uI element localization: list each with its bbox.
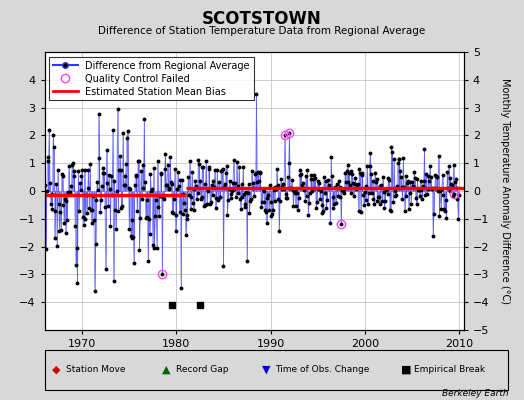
Text: Time of Obs. Change: Time of Obs. Change <box>275 366 369 374</box>
Text: Empirical Break: Empirical Break <box>414 366 485 374</box>
Text: Record Gap: Record Gap <box>176 366 228 374</box>
Text: Berkeley Earth: Berkeley Earth <box>442 389 508 398</box>
Text: Station Move: Station Move <box>66 366 125 374</box>
Text: Difference of Station Temperature Data from Regional Average: Difference of Station Temperature Data f… <box>99 26 425 36</box>
Text: ▲: ▲ <box>162 365 171 375</box>
Text: ▼: ▼ <box>262 365 270 375</box>
Text: SCOTSTOWN: SCOTSTOWN <box>202 10 322 28</box>
Legend: Difference from Regional Average, Quality Control Failed, Estimated Station Mean: Difference from Regional Average, Qualit… <box>49 57 254 100</box>
Text: ◆: ◆ <box>52 365 61 375</box>
Text: ■: ■ <box>401 365 411 375</box>
Y-axis label: Monthly Temperature Anomaly Difference (°C): Monthly Temperature Anomaly Difference (… <box>500 78 510 304</box>
